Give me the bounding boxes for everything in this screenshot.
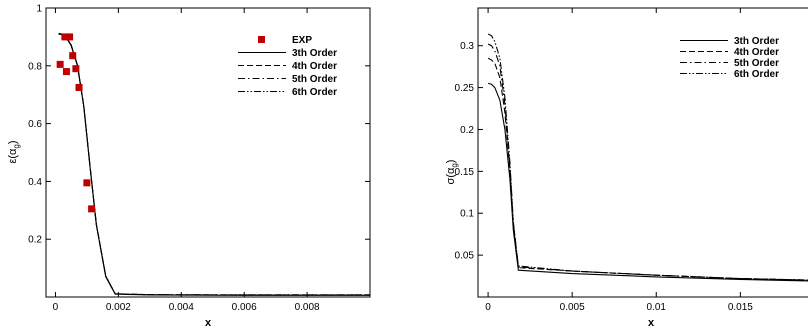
series-line-4th-order <box>487 57 808 281</box>
y-tick-label: 0.1 <box>460 209 474 220</box>
exp-data-point <box>88 205 96 213</box>
legend-label: 5th Order <box>292 74 337 85</box>
right-plot-frame <box>477 7 808 298</box>
exp-data-point <box>62 68 70 76</box>
y-tick-label: 0.2 <box>460 125 474 136</box>
x-tick-label: 0.004 <box>169 302 194 313</box>
exp-data-point <box>61 33 69 41</box>
x-tick-label: 0 <box>485 302 491 313</box>
exp-data-point <box>56 60 64 68</box>
right-y-axis-label: σ(αg) <box>445 160 459 185</box>
left-series-lines <box>58 32 370 296</box>
left-scatter-points <box>56 33 96 213</box>
legend-label: 4th Order <box>292 61 337 72</box>
series-line-6th-order <box>58 32 370 296</box>
series-line-3th-order <box>487 82 808 282</box>
exp-data-point <box>69 52 77 60</box>
y-tick-label: 0.15 <box>455 167 475 178</box>
left-legend: EXP 3th Order 4th Order 5th Order 6th Order <box>238 35 337 98</box>
right-chart: 0 0.005 0.01 0.015 0.05 0.1 0.15 0.2 0.25 0.3 x σ… <box>445 7 808 329</box>
y-tick-label: 0.4 <box>28 177 42 188</box>
x-tick-label: 0.015 <box>728 302 753 313</box>
legend-label: EXP <box>292 35 312 46</box>
legend-label: 5th Order <box>734 58 779 69</box>
series-line-6th-order <box>487 33 808 281</box>
x-tick-label: 0.005 <box>560 302 585 313</box>
x-tick-label: 0.01 <box>647 302 667 313</box>
y-tick-label: 0.8 <box>28 61 42 72</box>
series-line-5th-order <box>58 32 370 296</box>
y-tick-label: 1 <box>36 4 42 15</box>
right-x-axis-label: x <box>648 317 655 329</box>
y-tick-label: 0.6 <box>28 119 42 130</box>
left-chart: 0 0.002 0.004 0.006 0.008 0.2 0.4 0.6 0.8 1 x ε(α… <box>7 4 371 329</box>
legend-label: 3th Order <box>292 48 337 59</box>
exp-data-point <box>66 33 74 41</box>
left-y-axis-label: ε(αg) <box>7 140 21 163</box>
legend-label: 3th Order <box>734 36 779 47</box>
x-tick-label: 0.006 <box>232 302 257 313</box>
exp-data-point <box>83 179 91 187</box>
left-plot-frame <box>45 7 371 298</box>
y-tick-label: 0.25 <box>455 83 475 94</box>
right-ticks: 0 0.005 0.01 0.015 0.05 0.1 0.15 0.2 0.25 0.3 <box>455 8 753 313</box>
y-tick-label: 0.3 <box>460 41 474 52</box>
legend-label: 4th Order <box>734 47 779 58</box>
x-tick-label: 0.002 <box>106 302 131 313</box>
exp-data-point <box>75 83 83 91</box>
y-tick-label: 0.2 <box>28 235 42 246</box>
legend-label: 6th Order <box>734 69 779 80</box>
legend-label: 6th Order <box>292 87 337 98</box>
y-tick-label: 0.05 <box>455 251 475 262</box>
x-tick-label: 0.008 <box>295 302 320 313</box>
right-series-lines <box>487 33 808 282</box>
legend-marker-exp <box>258 36 265 43</box>
left-x-axis-label: x <box>205 317 212 329</box>
x-tick-label: 0 <box>53 302 59 313</box>
exp-data-point <box>72 65 80 73</box>
